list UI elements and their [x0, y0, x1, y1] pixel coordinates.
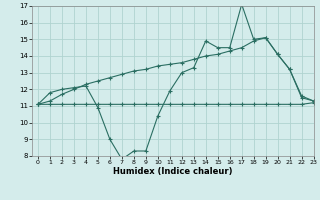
X-axis label: Humidex (Indice chaleur): Humidex (Indice chaleur) — [113, 167, 233, 176]
